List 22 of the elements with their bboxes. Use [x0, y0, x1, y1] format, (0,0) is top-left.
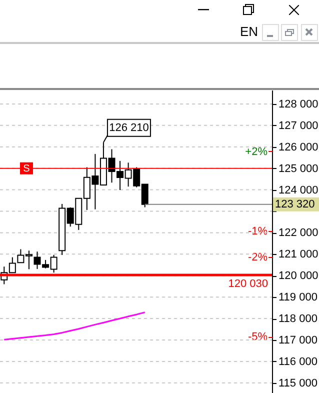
line-series	[3, 312, 146, 340]
y2-tick-label: -1%	[248, 225, 268, 238]
y-tick-label: 125 000	[278, 162, 318, 175]
ref-line-label: 123 320	[275, 198, 315, 210]
y-tick-label: 119 000	[278, 292, 318, 304]
ref-line-label: 120 030	[228, 278, 268, 290]
y-tick-label: 126 000	[278, 141, 318, 154]
y-tick-label: 120 000	[278, 270, 318, 282]
y-tick-label: 124 000	[278, 184, 318, 196]
y-tick-label: 118 000	[278, 313, 318, 326]
y-tick-label: 127 000	[278, 120, 318, 132]
y-tick-label: 121 000	[278, 248, 318, 261]
y2-tick-label: -2%	[248, 252, 268, 264]
y-tick-label: 117 000	[278, 334, 318, 346]
y2-tick-label: +2%	[245, 146, 268, 158]
y-tick-label: 122 000	[278, 227, 318, 240]
y-tick-label: 115 000	[278, 377, 318, 390]
text: EN	[240, 24, 258, 39]
annotation: 126 210	[109, 122, 149, 134]
y-tick-label: 128 000	[278, 98, 318, 110]
y-tick-label: 116 000	[278, 356, 318, 368]
ref-line-label: S	[23, 163, 30, 174]
